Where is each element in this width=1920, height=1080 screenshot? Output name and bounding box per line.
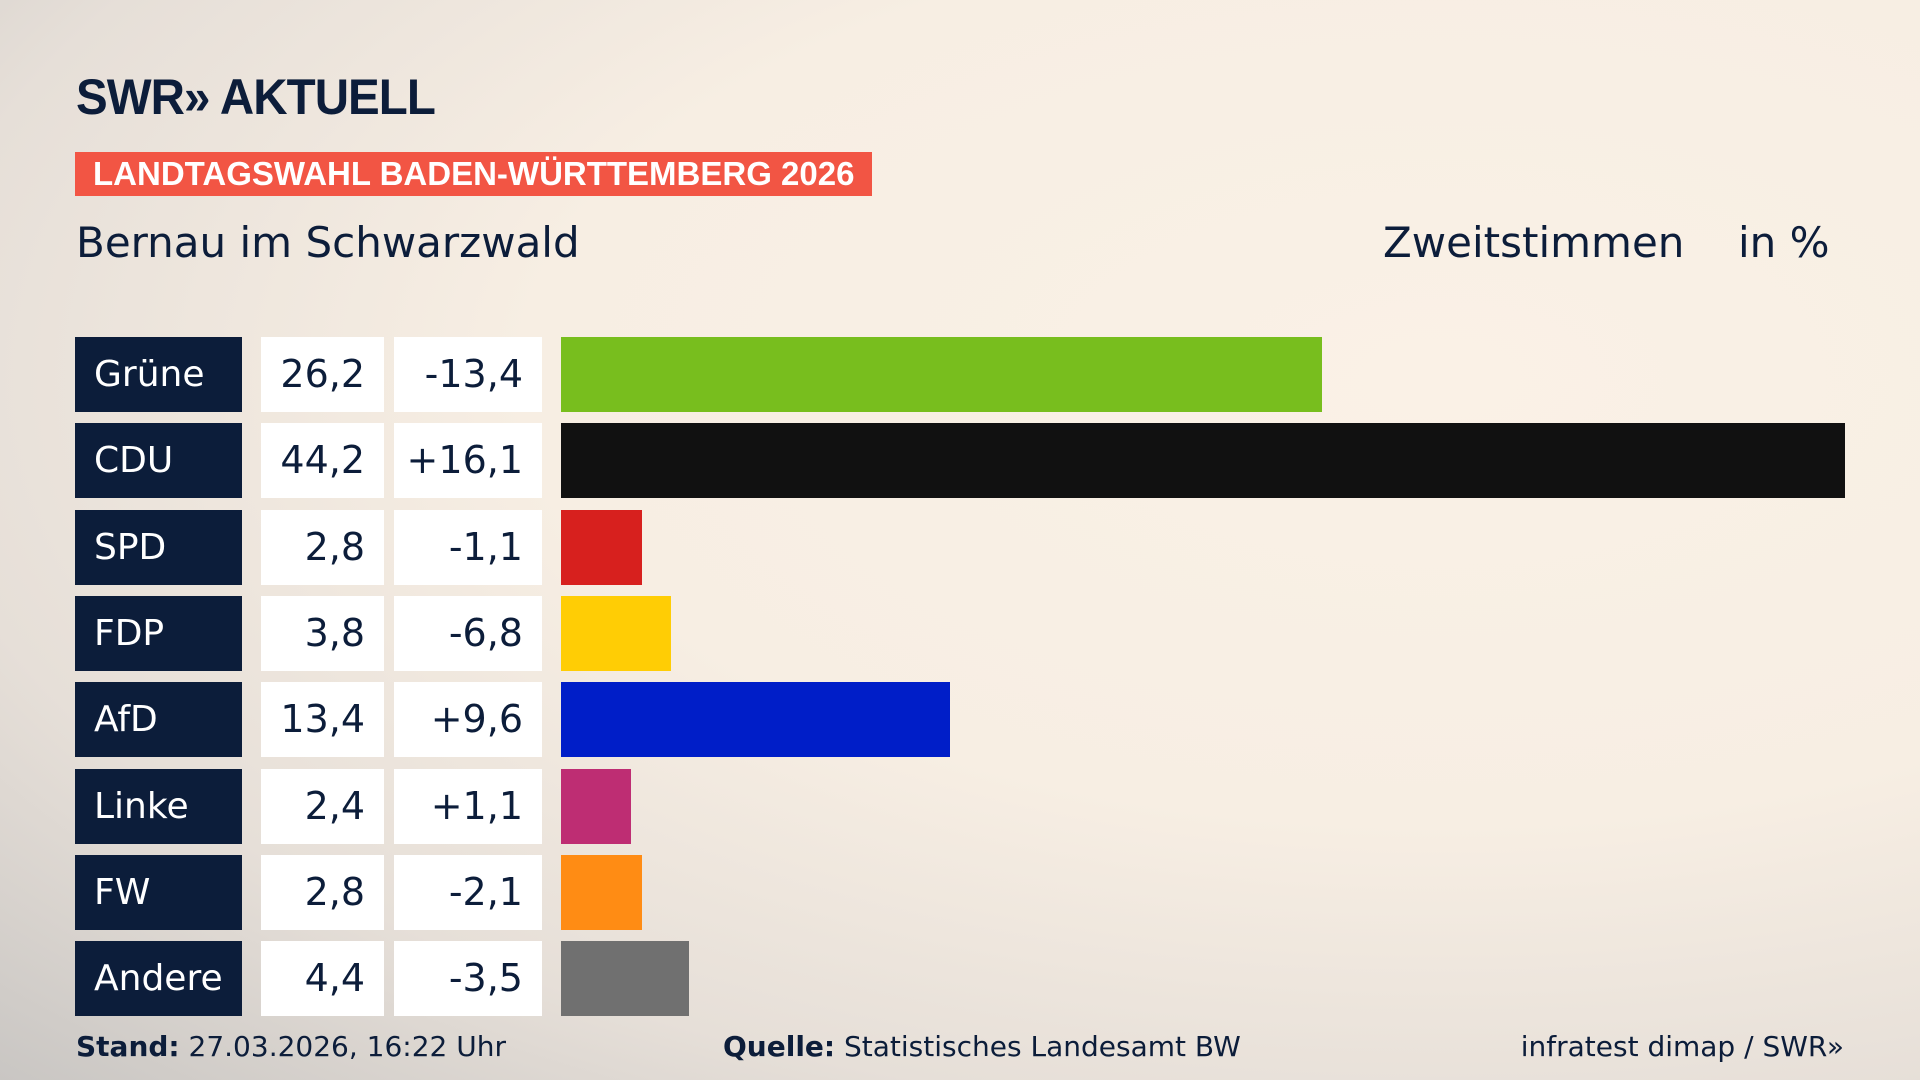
change-label: -3,5: [394, 941, 542, 1017]
party-label: FDP: [75, 595, 242, 671]
bar: [561, 941, 689, 1017]
party-label: Linke: [75, 768, 242, 844]
value-label: 3,8: [261, 595, 384, 671]
party-label: AfD: [75, 682, 242, 758]
source-value: Statistisches Landesamt BW: [844, 1030, 1241, 1063]
stand-label: Stand:: [76, 1030, 180, 1063]
change-label: -1,1: [394, 509, 542, 585]
change-label: -6,8: [394, 595, 542, 671]
unit-label: in %: [1738, 218, 1830, 267]
source: Quelle: Statistisches Landesamt BW: [723, 1030, 1241, 1063]
change-label: -13,4: [394, 337, 542, 412]
change-label: +9,6: [394, 682, 542, 758]
bar: [561, 509, 643, 585]
timestamp: Stand: 27.03.2026, 16:22 Uhr: [76, 1030, 506, 1063]
change-label: +1,1: [394, 768, 542, 844]
value-label: 4,4: [261, 941, 384, 1017]
party-label: Andere: [75, 941, 242, 1017]
location-title: Bernau im Schwarzwald: [76, 218, 580, 267]
stand-value: 27.03.2026, 16:22 Uhr: [188, 1030, 506, 1063]
bar: [561, 337, 1323, 412]
value-label: 2,8: [261, 509, 384, 585]
party-label: FW: [75, 854, 242, 930]
source-label: Quelle:: [723, 1030, 836, 1063]
value-label: 2,8: [261, 854, 384, 930]
election-banner: LANDTAGSWAHL BADEN-WÜRTTEMBERG 2026: [75, 152, 873, 196]
credit: infratest dimap / SWR»: [1520, 1030, 1844, 1063]
bar: [561, 595, 672, 671]
value-label: 13,4: [261, 682, 384, 758]
metric-label: Zweitstimmen: [1383, 218, 1685, 267]
party-label: SPD: [75, 509, 242, 585]
bar: [561, 423, 1845, 499]
party-label: Grüne: [75, 337, 242, 412]
change-label: -2,1: [394, 854, 542, 930]
bar: [561, 682, 951, 758]
value-label: 44,2: [261, 423, 384, 499]
bar: [561, 854, 643, 930]
value-label: 26,2: [261, 337, 384, 412]
value-label: 2,4: [261, 768, 384, 844]
bar: [561, 768, 631, 844]
party-label: CDU: [75, 423, 242, 499]
change-label: +16,1: [394, 423, 542, 499]
swr-aktuell-logo: SWR» AKTUELL: [76, 69, 436, 125]
